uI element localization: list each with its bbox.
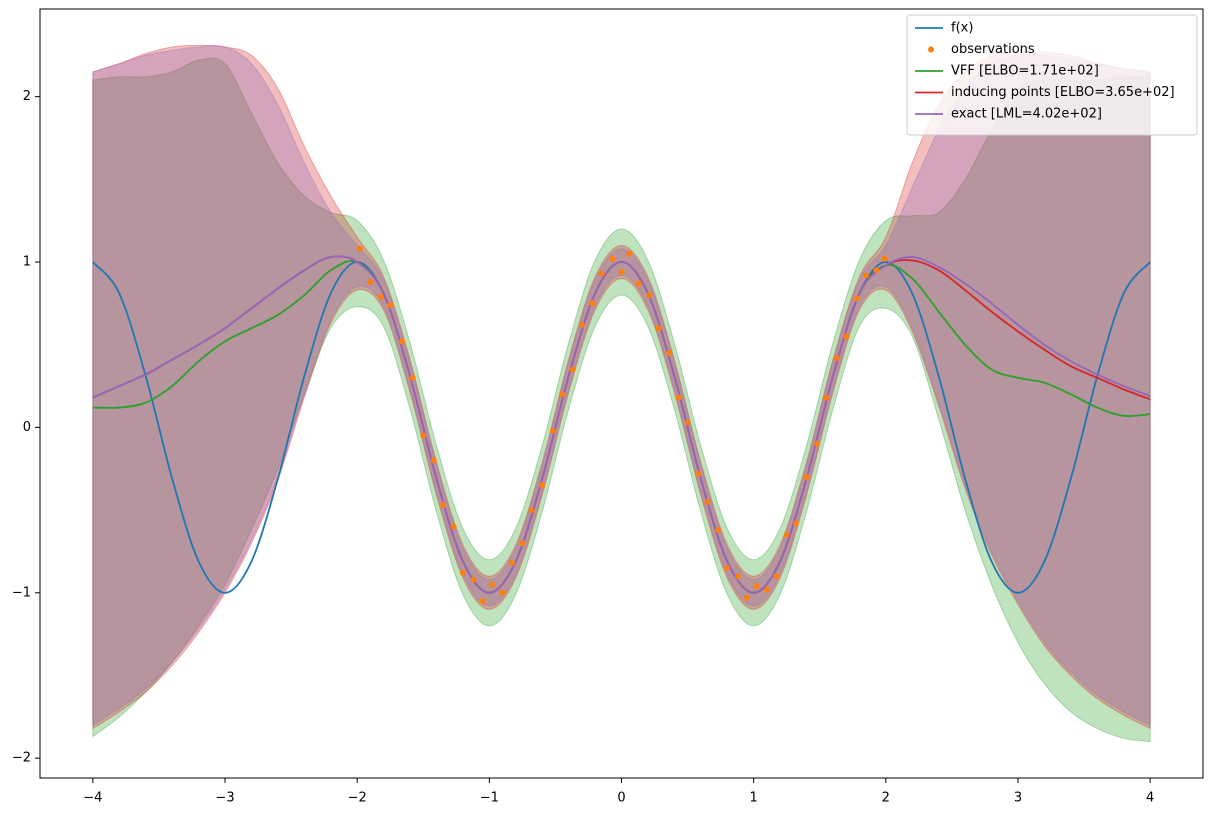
y-tick-label: 1 <box>23 255 31 270</box>
observation <box>843 333 850 340</box>
x-tick-label: 1 <box>750 791 758 806</box>
x-tick-label: −4 <box>83 791 102 806</box>
observation <box>873 267 880 274</box>
observation <box>666 349 673 356</box>
band <box>92 57 1151 743</box>
observation <box>773 573 780 580</box>
observation <box>635 280 642 287</box>
observation <box>655 325 662 332</box>
observation <box>367 278 374 285</box>
x-tick-label: 4 <box>1146 791 1154 806</box>
observation <box>569 366 576 373</box>
observation <box>528 507 535 514</box>
legend-label: exact [LML=4.02e+02] <box>951 107 1102 122</box>
observation <box>470 576 477 583</box>
observation <box>479 598 486 605</box>
x-tick-label: 0 <box>617 791 625 806</box>
y-tick-label: −2 <box>12 751 31 766</box>
x-tick-label: −3 <box>215 791 234 806</box>
observation <box>589 300 596 307</box>
observation <box>753 583 760 590</box>
observation <box>675 394 682 401</box>
band <box>92 45 1151 726</box>
legend-label: f(x) <box>951 21 973 36</box>
observation <box>409 374 416 381</box>
observation <box>695 470 702 477</box>
observation <box>714 526 721 533</box>
plot-area <box>92 44 1151 743</box>
x-tick-label: 2 <box>882 791 890 806</box>
observation <box>833 354 840 361</box>
x-tick-label: −1 <box>480 791 499 806</box>
observation <box>734 573 741 580</box>
observation <box>646 292 653 299</box>
observation <box>803 474 810 481</box>
observation <box>508 560 515 567</box>
observation <box>420 432 427 439</box>
observation <box>488 581 495 588</box>
x-tick-label: 3 <box>1014 791 1022 806</box>
observation <box>626 250 633 257</box>
observation <box>450 523 457 530</box>
observation <box>823 394 830 401</box>
observation <box>814 440 821 447</box>
observation <box>549 427 556 434</box>
observation <box>684 419 691 426</box>
observation <box>399 338 406 345</box>
legend-label: VFF [ELBO=1.71e+02] <box>951 64 1099 79</box>
line <box>92 255 1151 594</box>
observation <box>440 502 447 509</box>
observation <box>559 391 566 398</box>
legend-label: observations <box>951 42 1035 57</box>
y-tick-label: 2 <box>23 89 31 104</box>
observation <box>744 594 751 601</box>
observation <box>704 498 711 505</box>
observation <box>539 482 546 489</box>
legend-label: inducing points [ELBO=3.65e+02] <box>951 85 1175 100</box>
observation <box>499 589 506 596</box>
observation <box>377 293 384 300</box>
observation <box>459 569 466 576</box>
observation <box>763 586 770 593</box>
legend-marker <box>928 46 934 53</box>
observation <box>881 255 888 262</box>
observation <box>598 270 605 277</box>
observation <box>387 302 394 309</box>
observation <box>783 531 790 538</box>
y-tick-label: −1 <box>12 585 31 600</box>
legend-box <box>906 14 1198 136</box>
observation <box>430 457 437 464</box>
observation <box>519 540 526 547</box>
y-tick-label: 0 <box>23 420 31 435</box>
observation <box>792 520 799 527</box>
observation <box>356 245 363 252</box>
observation <box>618 268 625 275</box>
observation <box>853 295 860 302</box>
x-tick-label: −2 <box>348 791 367 806</box>
observation <box>724 564 731 571</box>
observation <box>862 272 869 279</box>
observation <box>578 321 585 328</box>
observation <box>609 255 616 262</box>
